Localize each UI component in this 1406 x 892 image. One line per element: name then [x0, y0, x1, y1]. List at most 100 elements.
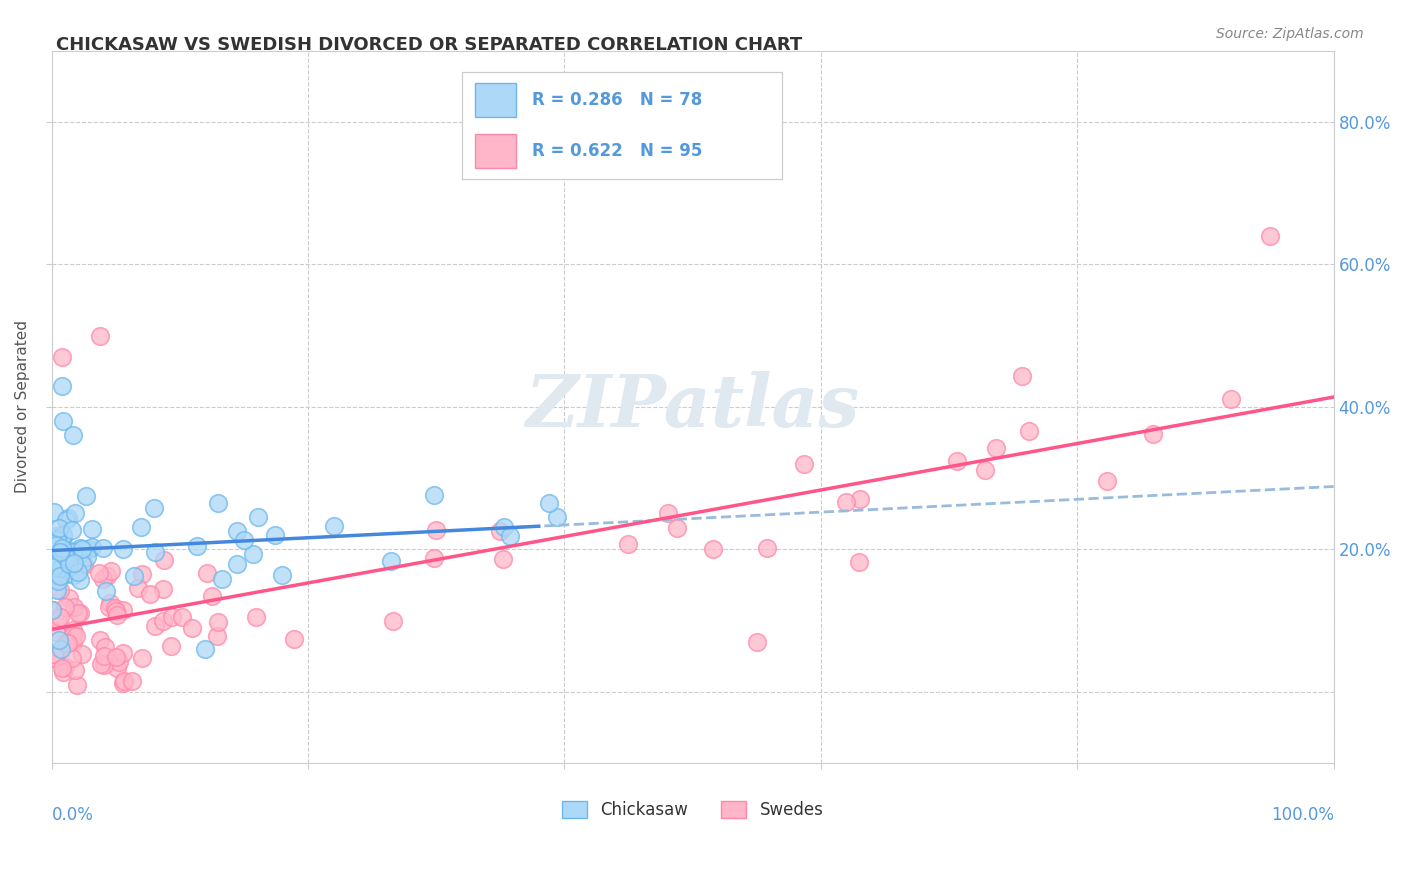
- Point: [98, 596, 121, 610]
- Point: [194, 642, 217, 657]
- Point: [105, 661, 128, 675]
- Point: [283, 632, 305, 646]
- Point: [984, 442, 1007, 456]
- Point: [143, 619, 166, 633]
- Point: [48, 521, 70, 535]
- Point: [49, 610, 72, 624]
- Point: [53, 660, 76, 674]
- Text: 0.0%: 0.0%: [52, 805, 93, 824]
- Point: [97, 600, 120, 615]
- Point: [72, 541, 94, 556]
- Point: [70, 558, 93, 572]
- Point: [1142, 426, 1164, 441]
- Point: [122, 569, 145, 583]
- Point: [96, 583, 118, 598]
- Point: [48, 633, 70, 648]
- Point: [63, 599, 86, 614]
- Point: [58, 557, 80, 571]
- Point: [41, 602, 63, 616]
- Point: [489, 524, 512, 539]
- Point: [94, 640, 117, 654]
- Point: [207, 496, 229, 510]
- Point: [112, 674, 135, 689]
- Point: [75, 489, 97, 503]
- Point: [492, 552, 515, 566]
- Point: [207, 615, 229, 629]
- Point: [111, 646, 134, 660]
- Point: [211, 572, 233, 586]
- Point: [51, 350, 73, 364]
- Point: [186, 539, 208, 553]
- Point: [52, 529, 75, 543]
- Point: [63, 556, 86, 570]
- Point: [45, 533, 67, 548]
- Point: [382, 614, 405, 628]
- Point: [52, 414, 75, 428]
- Point: [46, 614, 69, 628]
- Point: [66, 548, 89, 562]
- Point: [263, 528, 285, 542]
- Point: [152, 582, 174, 596]
- Point: [52, 531, 75, 545]
- Point: [112, 675, 135, 690]
- Point: [44, 647, 66, 661]
- Point: [56, 636, 79, 650]
- Point: [104, 650, 127, 665]
- Point: [63, 663, 86, 677]
- Point: [69, 607, 91, 621]
- Point: [423, 551, 446, 566]
- Point: [42, 559, 65, 574]
- Point: [51, 661, 73, 675]
- Point: [423, 487, 446, 501]
- Point: [66, 678, 89, 692]
- Point: [55, 566, 77, 581]
- Point: [49, 568, 72, 582]
- Point: [131, 651, 153, 665]
- Point: [59, 566, 82, 581]
- Point: [87, 566, 110, 580]
- Point: [105, 608, 128, 623]
- Point: [201, 589, 224, 603]
- Point: [143, 501, 166, 516]
- Point: [65, 629, 87, 643]
- Point: [91, 572, 114, 586]
- Point: [62, 545, 84, 559]
- Point: [49, 642, 72, 657]
- Point: [160, 609, 183, 624]
- Point: [195, 566, 218, 581]
- Point: [60, 651, 83, 665]
- Point: [41, 536, 63, 550]
- Point: [90, 657, 112, 672]
- Point: [49, 545, 72, 559]
- Point: [112, 603, 135, 617]
- Point: [73, 558, 96, 573]
- Point: [51, 541, 73, 555]
- Point: [848, 555, 870, 569]
- Point: [152, 614, 174, 628]
- Point: [41, 552, 63, 566]
- Point: [322, 519, 344, 533]
- Point: [380, 554, 402, 568]
- Point: [127, 581, 149, 595]
- Point: [53, 558, 76, 573]
- Point: [42, 603, 65, 617]
- Point: [46, 574, 69, 588]
- Point: [45, 624, 67, 639]
- Point: [160, 639, 183, 653]
- Point: [58, 552, 80, 566]
- Legend: Chickasaw, Swedes: Chickasaw, Swedes: [555, 795, 830, 826]
- Point: [45, 531, 67, 545]
- Point: [45, 538, 67, 552]
- Point: [1018, 424, 1040, 438]
- Point: [53, 599, 76, 614]
- Point: [77, 541, 100, 556]
- Point: [51, 561, 73, 575]
- Point: [82, 540, 104, 554]
- Point: [70, 542, 93, 557]
- Point: [96, 569, 118, 583]
- Point: [1011, 369, 1033, 384]
- Point: [849, 492, 872, 507]
- Point: [425, 524, 447, 538]
- Point: [180, 621, 202, 635]
- Point: [226, 557, 249, 571]
